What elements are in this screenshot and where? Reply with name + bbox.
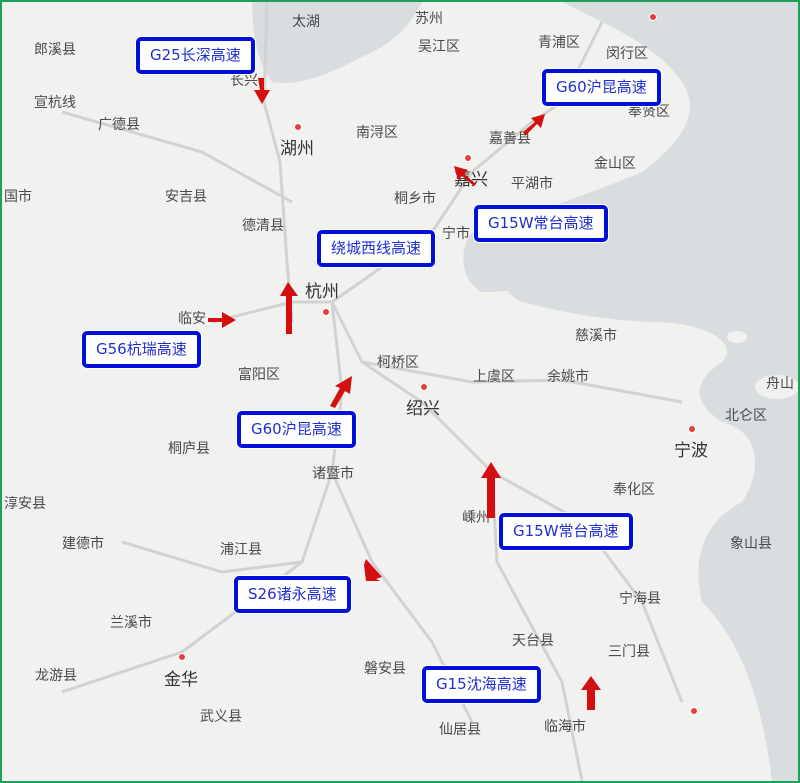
city-dot-huzhou — [294, 123, 302, 131]
place-beilun: 北仑区 — [725, 408, 767, 424]
city-dot-hangzhou — [322, 308, 330, 316]
place-shengzhou: 嵊州 — [462, 510, 490, 526]
road-label-s26[interactable]: S26诸永高速 — [234, 576, 351, 613]
place-tiantai: 天台县 — [512, 633, 554, 649]
road-label-g60-south[interactable]: G60沪昆高速 — [237, 411, 356, 448]
place-ninghai: 宁海县 — [619, 591, 661, 607]
place-guangde: 广德县 — [98, 117, 140, 133]
place-pinghu: 平湖市 — [511, 176, 553, 192]
place-fenghua: 奉化区 — [613, 482, 655, 498]
place-langxi: 郎溪县 — [34, 42, 76, 58]
city-dot-taizhou — [690, 707, 698, 715]
congestion-arrow-g60-jiashan[interactable] — [521, 112, 547, 136]
taihu-lake — [252, 2, 422, 83]
place-chunan: 淳安县 — [4, 496, 46, 512]
place-minhang: 闵行区 — [606, 46, 648, 62]
place-panan: 磐安县 — [364, 661, 406, 677]
place-nanxun: 南浔区 — [356, 125, 398, 141]
congestion-arrow-g60-keqiao[interactable] — [328, 374, 354, 408]
place-qingpu: 青浦区 — [538, 35, 580, 51]
place-changxing: 长兴 — [230, 73, 258, 89]
place-shaoxing: 绍兴 — [406, 399, 440, 419]
place-ningbo: 宁波 — [674, 441, 708, 461]
place-sanmen: 三门县 — [608, 644, 650, 660]
place-linhai: 临海市 — [544, 719, 586, 735]
congestion-arrow-g15w[interactable] — [480, 462, 502, 518]
place-fuyang: 富阳区 — [238, 367, 280, 383]
place-tonglu: 桐庐县 — [168, 441, 210, 457]
congestion-arrow-g25[interactable] — [252, 78, 272, 104]
place-keqiao: 柯桥区 — [377, 355, 419, 371]
place-anji: 安吉县 — [165, 189, 207, 205]
place-fengxian: 奉贤区 — [628, 104, 670, 120]
place-hangzhou: 杭州 — [305, 282, 339, 302]
place-zhoushan: 舟山 — [766, 376, 794, 392]
place-wuyi: 武义县 — [200, 709, 242, 725]
city-dot-shanghai — [649, 13, 657, 21]
place-suzhou: 苏州 — [415, 11, 443, 27]
city-dot-jiaxing — [464, 154, 472, 162]
place-jiashan: 嘉善县 — [489, 131, 531, 147]
road-label-g15w-south[interactable]: G15W常台高速 — [499, 513, 633, 550]
road-label-g56[interactable]: G56杭瑞高速 — [82, 331, 201, 368]
place-tongxiang: 桐乡市 — [394, 191, 436, 207]
city-dot-jinhua — [178, 653, 186, 661]
place-xiangshan: 象山县 — [730, 536, 772, 552]
congestion-arrow-g56[interactable] — [208, 310, 236, 328]
road-label-g25[interactable]: G25长深高速 — [136, 37, 255, 74]
place-yuyao: 余姚市 — [547, 369, 589, 385]
congestion-arrow-raocheng[interactable] — [278, 282, 300, 334]
place-haining: 宁市 — [442, 226, 470, 242]
city-dot-ningbo — [688, 425, 696, 433]
place-lanxi: 兰溪市 — [110, 615, 152, 631]
place-zhuji: 诸暨市 — [312, 466, 354, 482]
place-deqing: 德清县 — [242, 218, 284, 234]
place-pujiang: 浦江县 — [220, 542, 262, 558]
road-label-g60-north[interactable]: G60沪昆高速 — [542, 69, 661, 106]
road-label-g15w-north[interactable]: G15W常台高速 — [474, 205, 608, 242]
sea — [503, 2, 798, 781]
place-longyou: 龙游县 — [35, 668, 77, 684]
zhoushan-island — [755, 375, 798, 399]
city-dot-shaoxing — [420, 383, 428, 391]
congestion-arrow-s26[interactable] — [362, 557, 384, 581]
place-shangyu: 上虞区 — [473, 369, 515, 385]
place-xuanhang: 宣杭线 — [34, 95, 76, 111]
congestion-arrow-g15[interactable] — [580, 676, 602, 710]
place-ningguo: 国市 — [4, 189, 32, 205]
place-jinshan: 金山区 — [594, 156, 636, 172]
place-jiande: 建德市 — [62, 536, 104, 552]
place-wujiang: 吴江区 — [418, 39, 460, 55]
place-jinhua: 金华 — [164, 670, 198, 690]
place-xianju: 仙居县 — [439, 722, 481, 738]
congestion-arrow-g60-jiaxing[interactable] — [452, 162, 478, 186]
place-taihu: 太湖 — [292, 14, 320, 30]
place-huzhou: 湖州 — [280, 139, 314, 159]
place-cixi: 慈溪市 — [575, 328, 617, 344]
place-linan: 临安 — [178, 311, 206, 327]
road-label-g15[interactable]: G15沈海高速 — [422, 666, 541, 703]
road-label-raocheng[interactable]: 绕城西线高速 — [317, 230, 436, 267]
island-2 — [727, 331, 747, 343]
